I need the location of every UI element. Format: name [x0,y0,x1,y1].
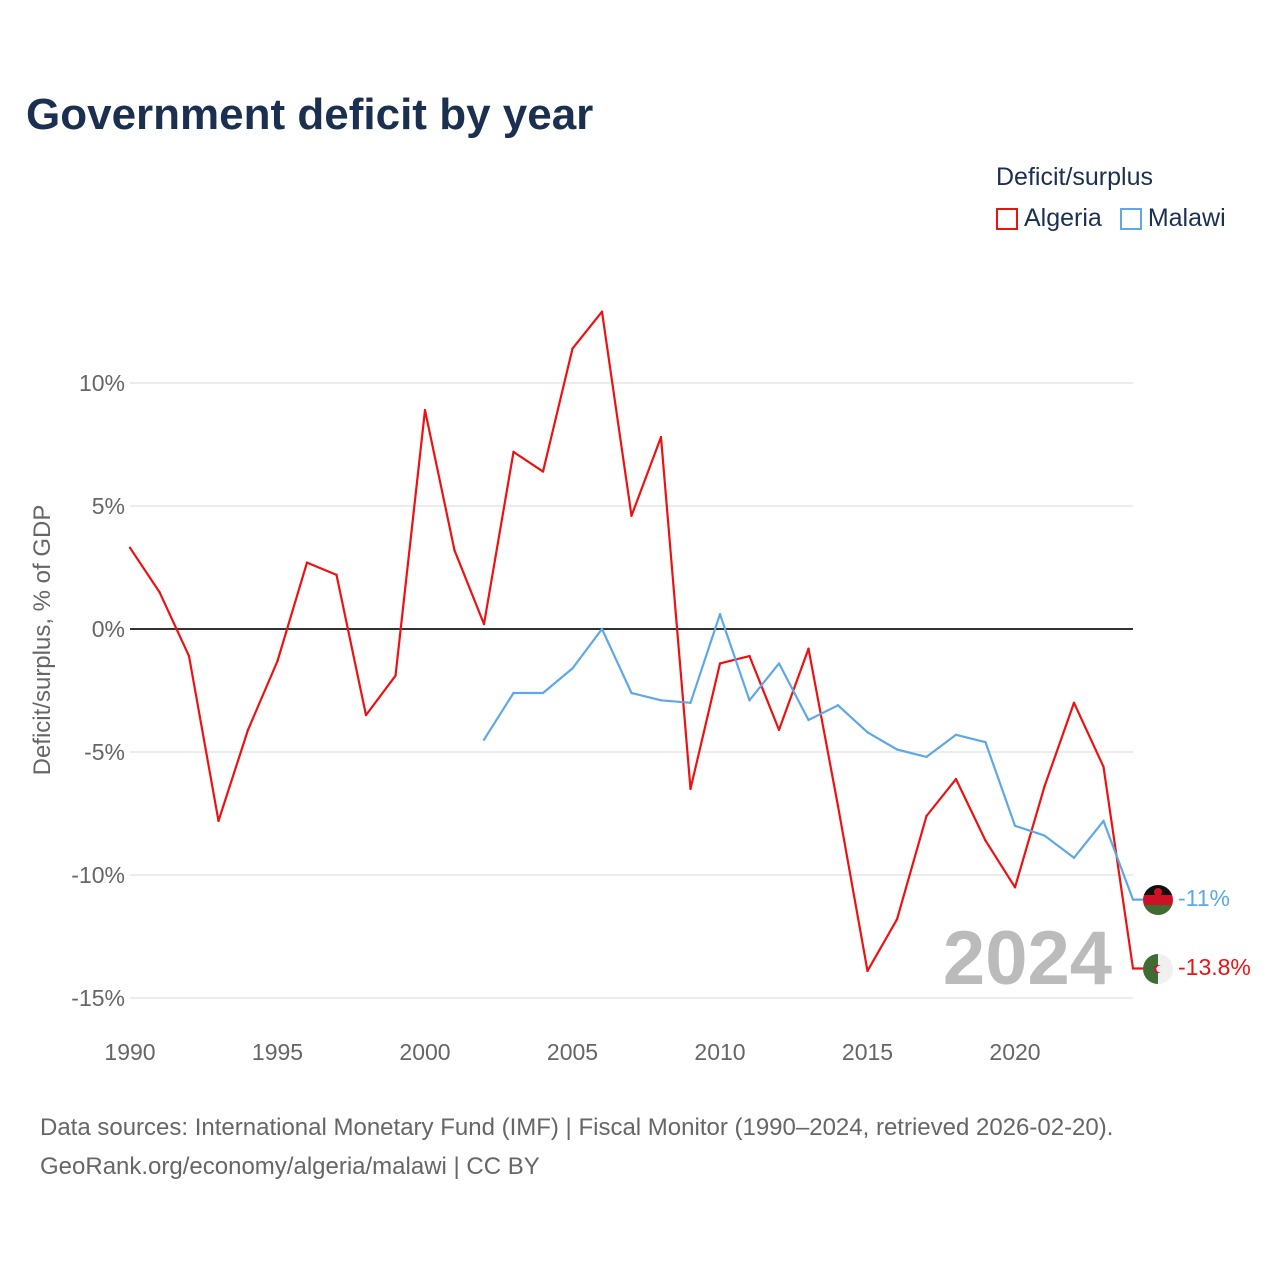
data-point-malawi [512,691,515,695]
data-point-algeria [984,839,987,842]
data-point-algeria [187,654,191,658]
legend-item-algeria[interactable]: Algeria [996,204,1102,233]
data-point-malawi [718,613,722,616]
data-point-algeria [954,777,958,781]
algeria-flag-icon [1143,954,1173,984]
data-point-algeria [482,622,486,626]
data-point-malawi [1013,824,1017,827]
x-tick-label: 2010 [694,1039,745,1065]
malawi-flag-icon [1143,885,1173,915]
data-point-algeria [1102,765,1105,768]
data-point-malawi [925,755,928,759]
y-tick-label: -10% [71,862,125,888]
data-point-algeria [925,814,928,818]
y-tick-label: -5% [84,739,125,765]
legend-swatch-algeria [996,207,1018,230]
data-point-algeria [246,728,250,732]
x-tick-label: 2015 [842,1039,893,1065]
data-point-malawi [630,691,633,695]
data-point-malawi [1072,856,1076,859]
x-tick-label: 2000 [399,1039,450,1065]
data-point-algeria [394,674,397,677]
data-point-algeria [1131,967,1135,970]
series-line-malawi [483,613,1143,901]
data-point-algeria [777,728,781,732]
chart-title: Government deficit by year [26,90,594,139]
data-point-algeria [305,561,309,564]
data-point-algeria [659,435,663,439]
legend-title: Deficit/surplus [996,163,1153,191]
x-tick-label: 1995 [252,1039,303,1065]
x-tick-label: 2020 [989,1039,1040,1065]
y-tick-label: -15% [71,985,125,1011]
data-point-malawi [659,699,663,702]
end-label-algeria: -13.8% [1178,954,1251,980]
data-point-algeria [217,819,220,823]
data-point-algeria [866,969,869,973]
legend-item-malawi[interactable]: Malawi [1119,204,1226,233]
data-point-algeria [541,470,545,473]
data-point-algeria [453,549,456,552]
legend-label-malawi: Malawi [1147,204,1226,232]
data-point-malawi [689,701,692,704]
data-point-malawi [1102,819,1105,823]
data-point-algeria [600,310,604,313]
x-tick-label: 1990 [104,1039,155,1065]
data-point-algeria [128,546,132,550]
data-point-algeria [836,804,840,808]
data-point-malawi [866,731,869,734]
data-point-algeria [1043,785,1046,788]
source-line-1: Data sources: International Monetary Fun… [40,1114,1114,1141]
legend-label-algeria: Algeria [1024,204,1102,232]
data-point-malawi [748,699,751,702]
year-watermark: 2024 [943,916,1112,1001]
data-point-malawi [895,748,899,751]
data-point-malawi [600,627,604,631]
data-point-algeria [718,662,722,665]
y-tick-label: 5% [92,493,125,519]
data-point-malawi [984,740,987,744]
data-point-algeria [1072,701,1076,704]
data-point-malawi [836,704,840,707]
source-link[interactable]: GeoRank.org/economy/algeria/malawi | CC … [40,1153,540,1180]
data-point-malawi [954,733,958,736]
data-point-algeria [512,450,515,454]
data-point-algeria [807,647,810,650]
data-point-malawi [1043,834,1046,837]
data-point-algeria [748,654,751,658]
data-point-algeria [364,713,368,717]
data-point-algeria [895,918,899,921]
data-point-algeria [335,573,338,577]
data-point-malawi [482,738,486,741]
source-note: Data sources: International Monetary Fun… [40,1108,1113,1186]
data-point-algeria [1013,886,1017,889]
data-point-algeria [571,347,574,350]
data-point-algeria [276,659,279,663]
y-tick-label: 10% [79,370,125,396]
legend: Algeria Malawi [996,204,1226,233]
x-tick-label: 2005 [547,1039,598,1065]
legend-swatch-malawi [1119,207,1142,230]
data-point-malawi [777,662,781,665]
data-point-algeria [423,408,427,412]
data-point-algeria [630,514,633,518]
series-line-algeria [129,310,1143,973]
y-tick-label: 0% [92,616,125,642]
data-point-malawi [571,667,574,670]
data-point-malawi [541,691,545,695]
data-point-malawi [807,718,810,722]
data-point-malawi [1131,898,1135,901]
y-axis-label: Deficit/surplus, % of GDP [29,505,56,776]
data-point-algeria [158,590,161,594]
data-point-algeria [689,787,692,791]
end-label-malawi: -11% [1178,885,1230,911]
